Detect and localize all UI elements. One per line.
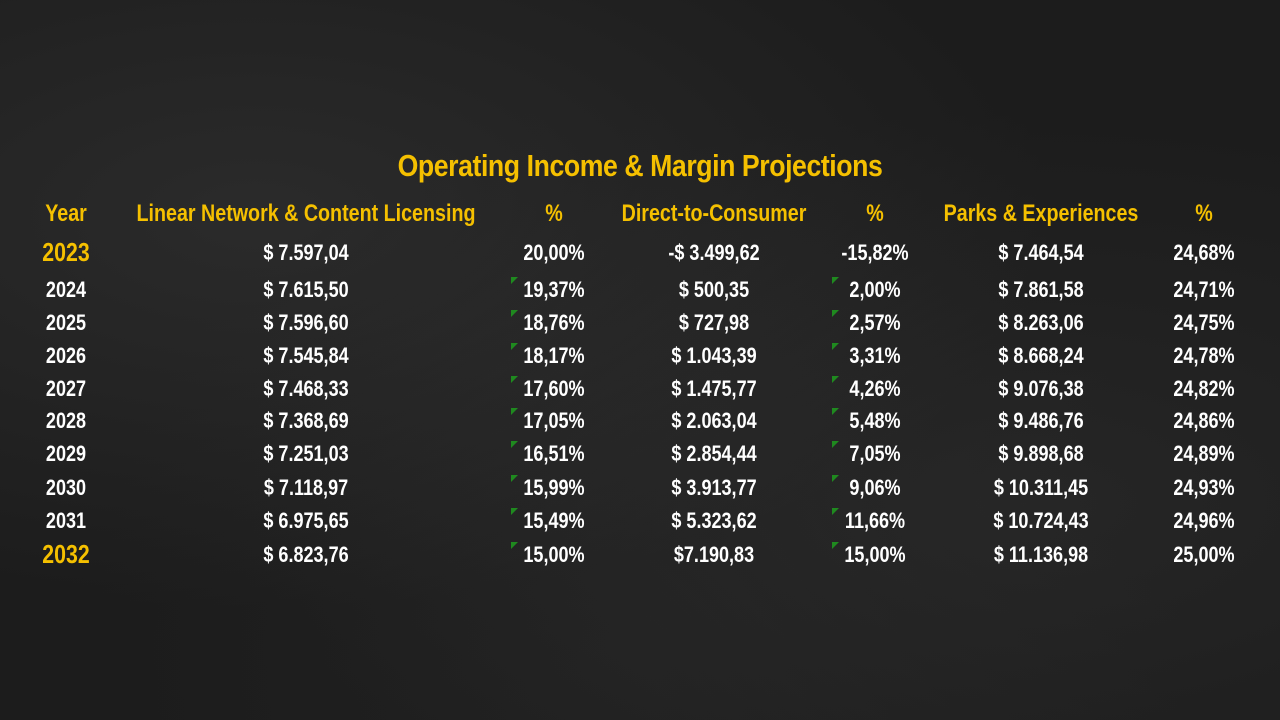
parks-pct-cell: 24,89%	[1173, 441, 1235, 466]
header-parks-pct: %	[1195, 200, 1213, 227]
parks-pct-cell: 24,96%	[1173, 508, 1235, 533]
header-year: Year	[45, 200, 87, 227]
parks-value-cell: $ 11.136,98	[993, 542, 1089, 567]
header-linear: Linear Network & Content Licensing	[136, 200, 476, 227]
cell-marker	[511, 475, 518, 482]
dtc-value-cell: $7.190,83	[673, 542, 755, 567]
parks-pct-cell: 24,75%	[1173, 310, 1235, 335]
cell-marker	[511, 408, 518, 415]
dtc-value-cell: $ 1.043,39	[671, 343, 757, 368]
cell-marker	[511, 376, 518, 383]
year-cell: 2028	[45, 408, 87, 433]
year-cell: 2031	[45, 508, 87, 533]
dtc-value-cell: $ 5.323,62	[671, 508, 757, 533]
linear-pct-cell: 15,00%	[523, 542, 585, 567]
cell-marker	[832, 408, 839, 415]
linear-value-cell: $ 7.597,04	[263, 240, 349, 265]
year-cell: 2027	[45, 376, 87, 401]
parks-value-cell: $ 9.486,76	[998, 408, 1084, 433]
page-title: Operating Income & Margin Projections	[397, 148, 883, 183]
dtc-pct-cell: 4,26%	[849, 376, 901, 401]
cell-marker	[832, 277, 839, 284]
parks-value-cell: $ 10.724,43	[993, 508, 1089, 533]
cell-marker	[511, 542, 518, 549]
year-cell: 2032	[42, 539, 90, 569]
dtc-value-cell: $ 1.475,77	[671, 376, 757, 401]
parks-value-cell: $ 10.311,45	[993, 475, 1089, 500]
linear-value-cell: $ 7.368,69	[263, 408, 349, 433]
parks-pct-cell: 24,68%	[1173, 240, 1235, 265]
parks-pct-cell: 24,71%	[1173, 277, 1235, 302]
parks-value-cell: $ 7.861,58	[998, 277, 1084, 302]
parks-pct-cell: 24,78%	[1173, 343, 1235, 368]
cell-marker	[511, 343, 518, 350]
linear-value-cell: $ 7.118,97	[263, 475, 349, 500]
linear-pct-cell: 15,49%	[523, 508, 585, 533]
dtc-value-cell: $ 3.913,77	[671, 475, 757, 500]
dtc-value-cell: $ 727,98	[678, 310, 750, 335]
cell-marker	[511, 441, 518, 448]
year-cell: 2025	[45, 310, 87, 335]
parks-value-cell: $ 8.263,06	[998, 310, 1084, 335]
linear-value-cell: $ 7.596,60	[263, 310, 349, 335]
parks-value-cell: $ 7.464,54	[998, 240, 1084, 265]
linear-pct-cell: 17,05%	[523, 408, 585, 433]
year-cell: 2029	[45, 441, 87, 466]
linear-pct-cell: 17,60%	[523, 376, 585, 401]
parks-value-cell: $ 9.076,38	[998, 376, 1084, 401]
linear-pct-cell: 16,51%	[523, 441, 585, 466]
cell-marker	[832, 508, 839, 515]
cell-marker	[832, 475, 839, 482]
header-linear-pct: %	[545, 200, 563, 227]
dtc-pct-cell: 5,48%	[849, 408, 901, 433]
header-dtc-pct: %	[866, 200, 884, 227]
cell-marker	[511, 277, 518, 284]
dtc-value-cell: -$ 3.499,62	[668, 240, 760, 265]
linear-value-cell: $ 6.823,76	[263, 542, 349, 567]
dtc-value-cell: $ 2.063,04	[671, 408, 757, 433]
dtc-pct-cell: 2,00%	[849, 277, 901, 302]
cell-marker	[832, 310, 839, 317]
year-cell: 2024	[45, 277, 87, 302]
parks-pct-cell: 24,93%	[1173, 475, 1235, 500]
cell-marker	[511, 310, 518, 317]
linear-pct-cell: 18,76%	[523, 310, 585, 335]
dtc-pct-cell: 2,57%	[849, 310, 901, 335]
header-parks: Parks & Experiences	[943, 200, 1139, 227]
dtc-pct-cell: -15,82%	[841, 240, 909, 265]
linear-pct-cell: 18,17%	[523, 343, 585, 368]
cell-marker	[832, 343, 839, 350]
dtc-value-cell: $ 2.854,44	[671, 441, 757, 466]
cell-marker	[832, 376, 839, 383]
cell-marker	[832, 542, 839, 549]
parks-pct-cell: 24,82%	[1173, 376, 1235, 401]
dtc-pct-cell: 3,31%	[849, 343, 901, 368]
cell-marker	[511, 508, 518, 515]
header-dtc: Direct-to-Consumer	[621, 200, 807, 227]
linear-value-cell: $ 7.251,03	[263, 441, 349, 466]
dtc-pct-cell: 9,06%	[849, 475, 901, 500]
dtc-pct-cell: 15,00%	[844, 542, 906, 567]
linear-value-cell: $ 7.615,50	[263, 277, 349, 302]
linear-pct-cell: 20,00%	[523, 240, 585, 265]
linear-value-cell: $ 6.975,65	[263, 508, 349, 533]
dtc-pct-cell: 11,66%	[844, 508, 906, 533]
cell-marker	[832, 441, 839, 448]
dtc-pct-cell: 7,05%	[849, 441, 901, 466]
parks-value-cell: $ 9.898,68	[998, 441, 1084, 466]
linear-value-cell: $ 7.545,84	[263, 343, 349, 368]
year-cell: 2026	[45, 343, 87, 368]
year-cell: 2030	[45, 475, 87, 500]
parks-value-cell: $ 8.668,24	[998, 343, 1084, 368]
year-cell: 2023	[42, 237, 90, 267]
parks-pct-cell: 24,86%	[1173, 408, 1235, 433]
linear-value-cell: $ 7.468,33	[263, 376, 349, 401]
dtc-value-cell: $ 500,35	[678, 277, 750, 302]
linear-pct-cell: 19,37%	[523, 277, 585, 302]
parks-pct-cell: 25,00%	[1173, 542, 1235, 567]
linear-pct-cell: 15,99%	[523, 475, 585, 500]
